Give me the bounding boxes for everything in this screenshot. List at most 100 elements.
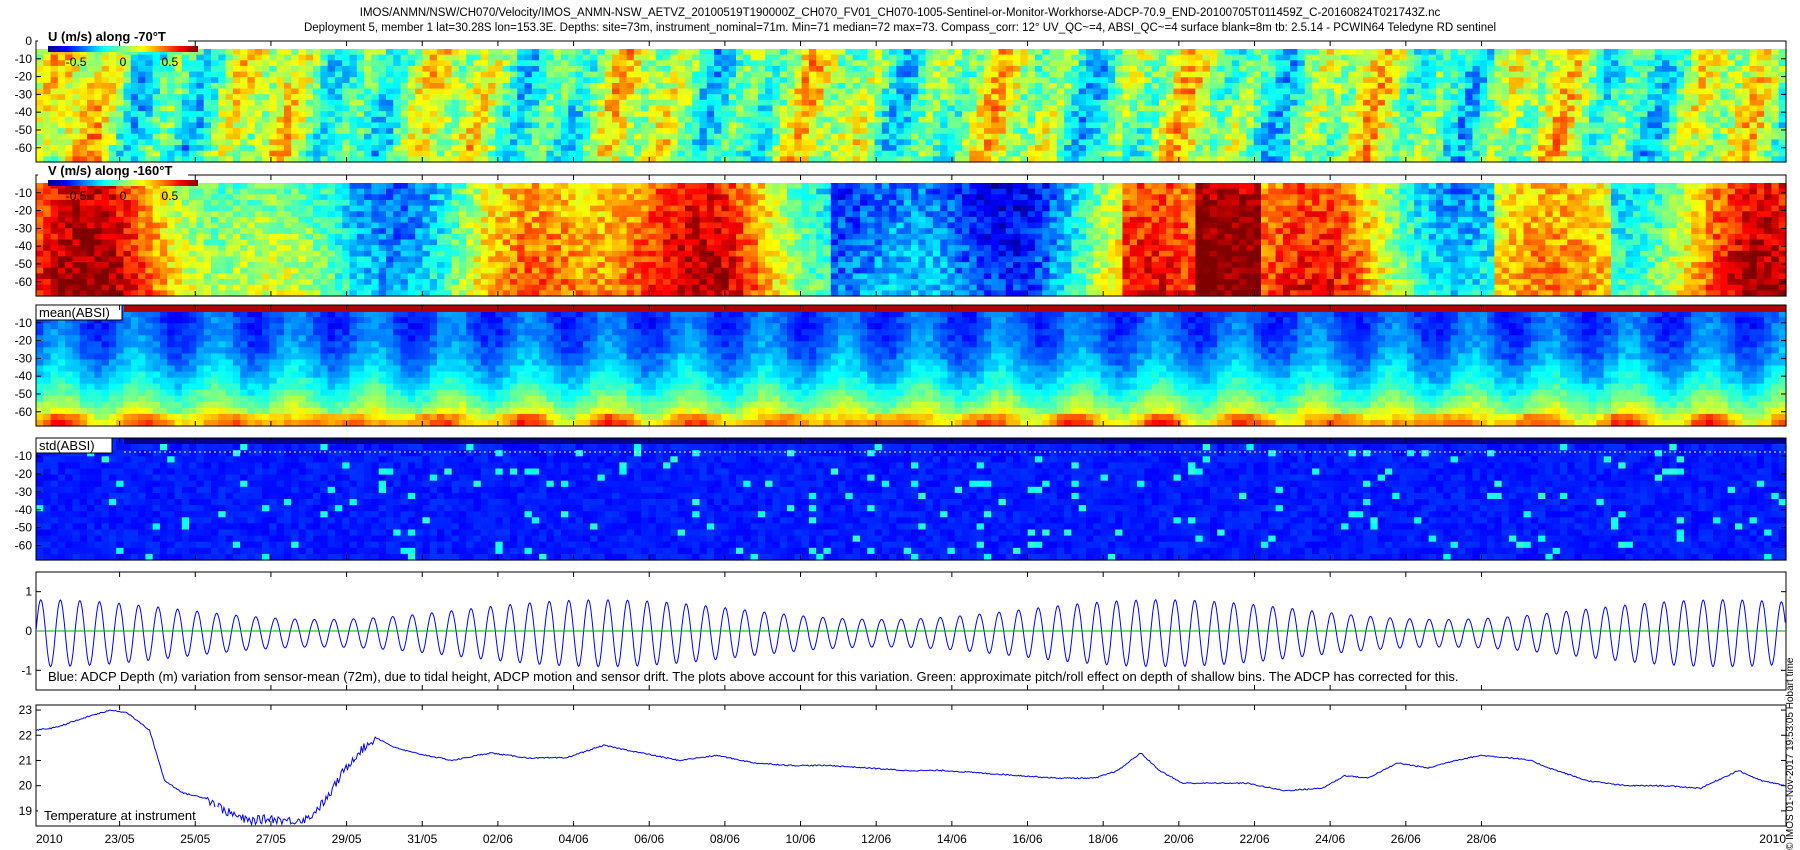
heatmap-cell (371, 54, 380, 61)
heatmap-cell (495, 54, 504, 61)
heatmap-cell (757, 133, 766, 140)
heatmap-cell (145, 71, 154, 78)
heatmap-cell (1538, 145, 1546, 152)
heatmap-cell (138, 150, 146, 157)
heatmap-cell (750, 71, 759, 78)
heatmap-cell (1333, 111, 1342, 118)
heatmap-cell (991, 111, 1000, 118)
heatmap-cell (1246, 49, 1255, 56)
heatmap-cell (138, 94, 146, 101)
heatmap-cell (991, 122, 1000, 129)
heatmap-cell (36, 65, 44, 73)
heatmap-cell (911, 49, 919, 56)
heatmap-cell (1742, 111, 1751, 118)
heatmap-cell (1508, 105, 1517, 112)
heatmap-cell (254, 150, 263, 157)
heatmap-cell (903, 156, 912, 163)
heatmap-cell (1647, 65, 1656, 73)
heatmap-cell (473, 54, 482, 61)
heatmap-cell (772, 133, 781, 140)
heatmap-cell (327, 99, 336, 107)
heatmap-cell (509, 71, 518, 78)
heatmap-cell (1698, 71, 1707, 78)
heatmap-cell (203, 150, 212, 157)
heatmap-cell (1705, 82, 1714, 90)
heatmap-cell (36, 250, 44, 258)
heatmap-cell (1727, 65, 1736, 73)
heatmap-cell (874, 54, 883, 61)
heatmap-cell (218, 105, 227, 112)
heatmap-cell (1530, 49, 1539, 56)
heatmap-cell (1290, 71, 1299, 78)
heatmap-cell (779, 60, 788, 67)
heatmap-cell (757, 49, 766, 56)
heatmap-cell (1778, 88, 1787, 95)
heatmap-cell (1166, 99, 1175, 107)
heatmap-cell (1559, 133, 1568, 140)
heatmap-cell (1479, 145, 1488, 152)
heatmap-cell (1603, 116, 1612, 124)
heatmap-cell (50, 250, 59, 258)
heatmap-cell (1443, 150, 1452, 157)
heatmap-cell (101, 145, 110, 152)
heatmap-cell (1202, 111, 1211, 118)
heatmap-cell (36, 239, 44, 246)
heatmap-cell (721, 128, 730, 135)
heatmap-cell (1195, 99, 1204, 107)
heatmap-cell (189, 122, 198, 129)
heatmap-cell (1137, 71, 1145, 78)
heatmap-cell (896, 71, 905, 78)
heatmap-cell (43, 99, 52, 107)
heatmap-cell (1326, 150, 1335, 157)
heatmap-cell (356, 54, 365, 61)
heatmap-cell (1472, 49, 1481, 56)
heatmap-cell (692, 54, 701, 61)
heatmap-cell (838, 99, 846, 107)
heatmap-cell (87, 122, 95, 129)
heatmap-cell (1428, 122, 1437, 129)
heatmap-cell (116, 128, 125, 135)
heatmap-cell (1771, 60, 1780, 67)
heatmap-cell (874, 65, 883, 73)
heatmap-cell (57, 222, 66, 229)
heatmap-cell (633, 94, 642, 101)
heatmap-cell (50, 267, 59, 274)
heatmap-cell (787, 156, 795, 163)
heatmap-cell (480, 133, 489, 140)
heatmap-cell (794, 94, 803, 101)
heatmap-cell (801, 99, 810, 107)
heatmap-cell (1545, 150, 1554, 157)
heatmap-cell (1603, 128, 1612, 135)
heatmap-cell (1158, 82, 1167, 90)
heatmap-cell (225, 128, 234, 135)
heatmap-cell (1501, 71, 1510, 78)
heatmap-cell (874, 116, 883, 124)
heatmap-cell (1756, 116, 1765, 124)
heatmap-cell (1479, 54, 1488, 61)
heatmap-cell (947, 122, 956, 129)
heatmap-cell (1173, 139, 1182, 146)
heatmap-cell (531, 116, 540, 124)
heatmap-cell (1355, 65, 1364, 73)
heatmap-cell (1589, 49, 1598, 56)
heatmap-cell (386, 133, 394, 140)
heatmap-cell (240, 156, 249, 163)
heatmap-cell (211, 145, 219, 152)
heatmap-cell (1691, 105, 1700, 112)
heatmap-cell (116, 88, 125, 95)
heatmap-cell (1319, 133, 1328, 140)
heatmap-cell (976, 105, 985, 112)
heatmap-cell (1662, 111, 1670, 118)
heatmap-cell (1494, 139, 1503, 146)
heatmap-cell (1472, 88, 1481, 95)
heatmap-cell (1618, 133, 1627, 140)
heatmap-cell (1253, 150, 1262, 157)
heatmap-cell (1020, 60, 1029, 67)
heatmap-cell (262, 77, 270, 84)
heatmap-cell (1005, 82, 1014, 90)
heatmap-cell (211, 88, 219, 95)
heatmap-cell (320, 139, 329, 146)
heatmap-cell (1071, 116, 1080, 124)
heatmap-cell (1545, 82, 1554, 90)
heatmap-cell (1523, 82, 1532, 90)
